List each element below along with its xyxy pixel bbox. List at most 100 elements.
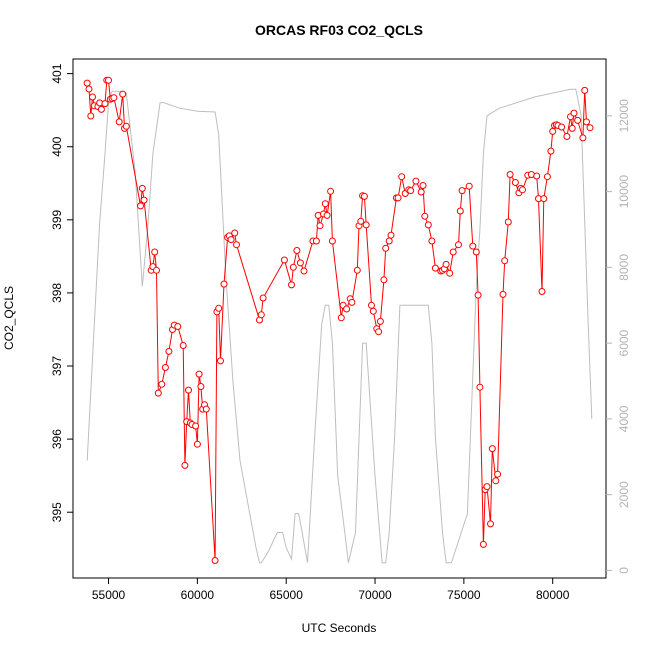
data-point [499, 290, 507, 298]
y2-tick-label: 10000 [617, 175, 631, 209]
primary-series [83, 76, 594, 564]
data-point [296, 259, 304, 267]
data-point [455, 241, 462, 249]
data-point [153, 266, 160, 274]
data-point [193, 440, 201, 448]
data-point [538, 288, 546, 295]
data-point [217, 357, 224, 365]
x-axis: 55000 60000 65000 70000 75000 80000 [92, 578, 570, 602]
data-point [353, 266, 361, 274]
data-point [337, 314, 345, 322]
data-point [407, 187, 415, 195]
data-point [348, 298, 356, 306]
x-tick-label: 60000 [181, 588, 215, 602]
x-tick-label: 65000 [270, 588, 304, 602]
data-point [581, 86, 589, 94]
data-point [327, 187, 335, 195]
data-point [449, 248, 457, 256]
data-point [549, 127, 557, 135]
data-point [583, 118, 590, 126]
y2-tick-label: 4000 [617, 405, 631, 432]
y2-tick-label: 6000 [617, 329, 631, 356]
data-point [101, 100, 109, 108]
data-point [519, 186, 526, 194]
data-point [151, 248, 159, 256]
data-point [97, 105, 105, 113]
data-point [161, 364, 169, 371]
y-axis-label: CO2_QCLS [2, 286, 16, 350]
data-point [543, 173, 551, 181]
data-point [385, 237, 393, 245]
data-point [174, 323, 182, 330]
data-point [456, 207, 464, 215]
y-tick-label: 396 [50, 429, 64, 449]
x-tick-label: 80000 [536, 588, 570, 602]
data-point [257, 311, 265, 319]
data-point [231, 229, 239, 237]
y2-tick-label: 12000 [617, 99, 631, 133]
data-point [368, 301, 375, 309]
data-point [343, 305, 351, 313]
data-point [357, 217, 365, 225]
y-tick-label: 398 [50, 283, 64, 303]
data-point [115, 118, 123, 126]
data-point [85, 85, 93, 93]
data-point [563, 133, 571, 140]
data-point [289, 263, 297, 271]
data-point [360, 192, 368, 200]
data-point [105, 76, 112, 84]
data-point [300, 267, 308, 275]
data-point [110, 94, 118, 102]
data-point [488, 445, 496, 453]
data-point [202, 405, 210, 413]
data-point [382, 244, 390, 252]
data-point [446, 269, 454, 277]
data-point [547, 147, 555, 155]
data-point [362, 221, 370, 229]
data-point [487, 520, 494, 528]
y-axis: 395 396 397 398 399 400 401 [50, 63, 73, 522]
data-point [574, 116, 582, 124]
data-point [428, 237, 436, 245]
data-point [140, 196, 148, 204]
y-tick-label: 395 [50, 502, 64, 522]
data-point [442, 260, 450, 268]
data-point [259, 294, 267, 302]
data-point [458, 187, 466, 195]
y2-axis: 0 2000 4000 6000 8000 10000 12000 [606, 99, 631, 574]
x-axis-label: UTC Seconds [302, 621, 377, 635]
data-point [316, 222, 324, 230]
plot-box [72, 58, 607, 579]
data-point [494, 470, 502, 478]
data-point [483, 483, 491, 491]
data-point [421, 212, 429, 220]
data-point [479, 540, 487, 548]
y2-tick-label: 8000 [617, 254, 631, 281]
data-point [192, 422, 200, 430]
secondary-series [86, 88, 593, 564]
data-point [211, 557, 219, 564]
data-point [540, 195, 548, 203]
data-point [570, 109, 578, 117]
data-point [197, 383, 205, 390]
data-point [122, 122, 130, 130]
data-point [472, 248, 480, 256]
data-point [119, 90, 127, 98]
data-point [476, 383, 484, 391]
data-point [412, 177, 420, 185]
chart-title: ORCAS RF03 CO2_QCLS [255, 22, 423, 38]
data-point [506, 171, 514, 178]
data-point [138, 184, 146, 192]
data-point [501, 257, 509, 265]
data-point [154, 389, 162, 397]
secondary-series-line [86, 88, 593, 564]
data-point [89, 93, 96, 101]
data-point [328, 237, 336, 245]
y-tick-label: 401 [50, 63, 64, 83]
data-point [195, 370, 203, 378]
x-tick-label: 55000 [92, 588, 126, 602]
data-point [137, 202, 144, 210]
y2-tick-label: 0 [617, 567, 631, 574]
